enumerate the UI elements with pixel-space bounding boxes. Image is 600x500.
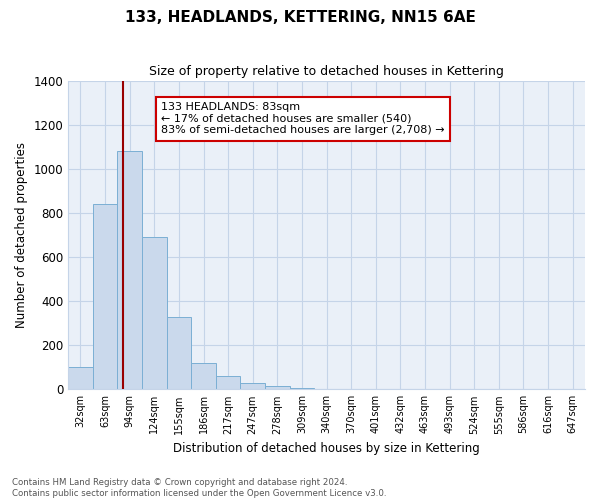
Bar [314, 388, 339, 390]
Text: Contains HM Land Registry data © Crown copyright and database right 2024.
Contai: Contains HM Land Registry data © Crown c… [12, 478, 386, 498]
Text: 133 HEADLANDS: 83sqm
← 17% of detached houses are smaller (540)
83% of semi-deta: 133 HEADLANDS: 83sqm ← 17% of detached h… [161, 102, 445, 136]
Title: Size of property relative to detached houses in Kettering: Size of property relative to detached ho… [149, 65, 504, 78]
Bar [191, 363, 216, 390]
Bar [68, 368, 93, 390]
Bar [241, 382, 265, 390]
Bar [142, 237, 167, 390]
Bar [167, 316, 191, 390]
Text: 133, HEADLANDS, KETTERING, NN15 6AE: 133, HEADLANDS, KETTERING, NN15 6AE [125, 10, 475, 25]
Bar [93, 204, 118, 390]
Y-axis label: Number of detached properties: Number of detached properties [15, 142, 28, 328]
Bar [290, 388, 314, 390]
X-axis label: Distribution of detached houses by size in Kettering: Distribution of detached houses by size … [173, 442, 480, 455]
Bar [118, 151, 142, 390]
Bar [265, 386, 290, 390]
Bar [216, 376, 241, 390]
